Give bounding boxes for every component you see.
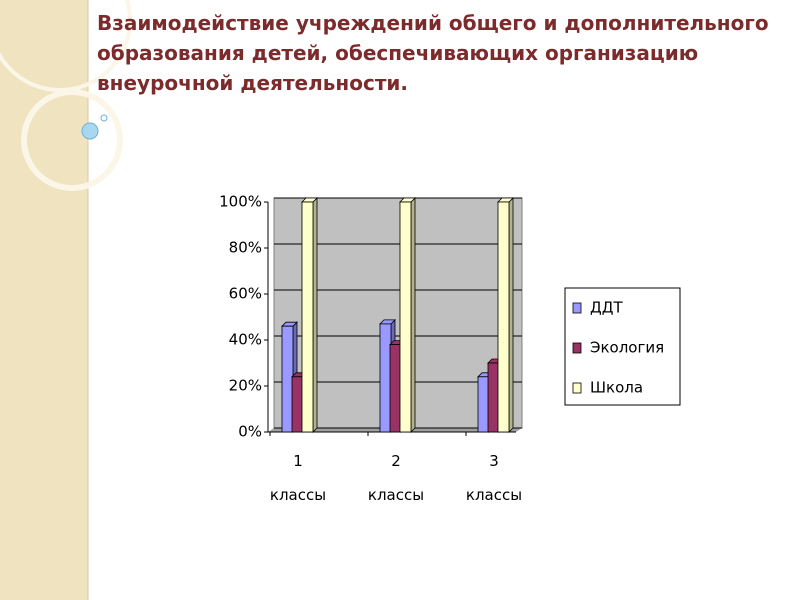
y-tick-label: 0% (238, 423, 262, 441)
legend-label: ДДТ (590, 299, 623, 317)
x-tick-label: 1 классы (269, 452, 327, 504)
y-tick-label: 100% (219, 193, 262, 211)
decor-circle (0, 0, 132, 92)
y-tick-label: 80% (229, 239, 262, 257)
bar (399, 201, 412, 433)
bar (389, 344, 402, 433)
bar (301, 201, 314, 433)
decor-circle (21, 89, 123, 191)
y-tick-label: 40% (229, 331, 262, 349)
decor-bubble (100, 114, 108, 122)
legend-label: Экология (590, 339, 664, 357)
bar (379, 323, 392, 433)
x-tick-label: 2 классы (367, 452, 425, 504)
legend-label: Школа (590, 379, 643, 397)
slide-title: Взаимодействие учреждений общего и допол… (97, 11, 769, 95)
bar (281, 325, 294, 433)
bar (497, 201, 510, 433)
legend-box (564, 287, 681, 406)
legend-swatch (572, 382, 582, 394)
decor-bubble (81, 122, 99, 140)
legend-swatch (572, 342, 582, 354)
bar (291, 376, 304, 433)
bar (477, 376, 490, 433)
x-tick-label: 3 классы (465, 452, 523, 504)
bar-side (508, 197, 514, 433)
bar (487, 362, 500, 433)
bar-side (410, 197, 416, 433)
y-tick-label: 60% (229, 285, 262, 303)
bar-side (312, 197, 318, 433)
legend-swatch (572, 302, 582, 314)
y-tick-label: 20% (229, 377, 262, 395)
